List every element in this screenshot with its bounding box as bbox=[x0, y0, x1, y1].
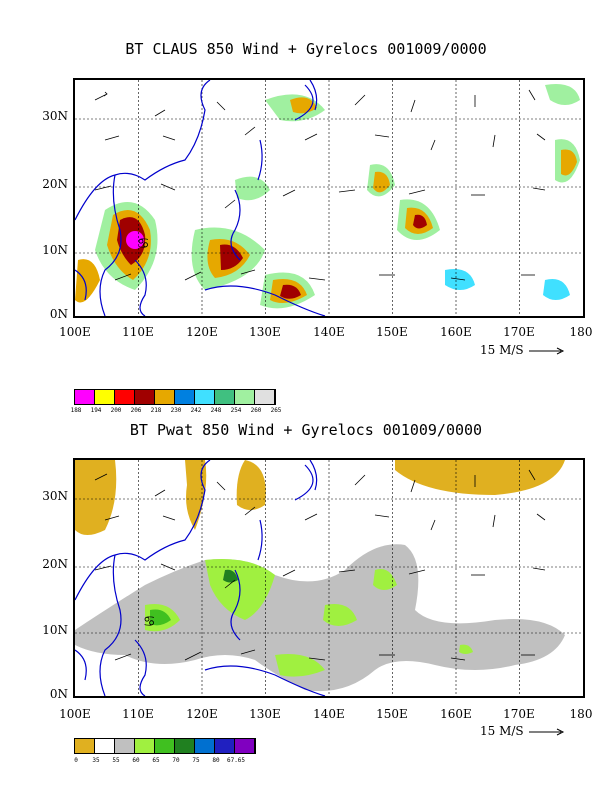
lon-120e: 120E bbox=[186, 325, 218, 339]
lon-140e: 140E bbox=[313, 325, 345, 339]
cb1-swatch bbox=[195, 390, 215, 404]
cb1-tick: 194 bbox=[90, 407, 102, 414]
cb2-tick: 0 bbox=[74, 757, 78, 764]
coastlines bbox=[75, 460, 326, 696]
scale-label-1: 15 M/S bbox=[480, 343, 565, 357]
lon-140e: 140E bbox=[313, 707, 345, 721]
cb1-swatch bbox=[155, 390, 175, 404]
cb2-swatch bbox=[175, 739, 195, 753]
cb2-swatch bbox=[75, 739, 95, 753]
cb2-tick: 55 bbox=[112, 757, 120, 764]
lat-30n: 30N bbox=[42, 489, 68, 503]
cb1-swatch bbox=[175, 390, 195, 404]
cb2-swatch bbox=[235, 739, 255, 753]
cb1-tick: 218 bbox=[150, 407, 162, 414]
cb1-tick: 206 bbox=[130, 407, 142, 414]
scale-label-2: 15 M/S bbox=[480, 724, 565, 738]
lon-180: 180 bbox=[569, 707, 593, 721]
cb1-tick: 265 bbox=[270, 407, 282, 414]
pwat-shading bbox=[75, 460, 565, 692]
cb1-tick: 242 bbox=[190, 407, 202, 414]
cb2-tick: 65 bbox=[152, 757, 160, 764]
cloud-shading bbox=[75, 84, 580, 309]
cb1-tick: 230 bbox=[170, 407, 182, 414]
cb1-tick: 254 bbox=[230, 407, 242, 414]
wind-vectors bbox=[94, 469, 546, 661]
lat-10n: 10N bbox=[42, 243, 68, 257]
lon-160e: 160E bbox=[440, 325, 472, 339]
scale-arrow-2 bbox=[529, 728, 565, 735]
lon-100e: 100E bbox=[59, 707, 91, 721]
cb1-swatch bbox=[235, 390, 255, 404]
cb2-swatch bbox=[155, 739, 175, 753]
cb1-swatch bbox=[135, 390, 155, 404]
cb1-swatch bbox=[215, 390, 235, 404]
lat-20n: 20N bbox=[42, 557, 68, 571]
lat-10n: 10N bbox=[42, 623, 68, 637]
cb1-swatch bbox=[115, 390, 135, 404]
lon-170e: 170E bbox=[503, 325, 535, 339]
scale-arrow-1 bbox=[529, 347, 565, 354]
cb2-swatch bbox=[95, 739, 115, 753]
wind-vectors bbox=[94, 89, 546, 281]
cb2-swatch bbox=[135, 739, 155, 753]
cb1-tick: 200 bbox=[110, 407, 122, 414]
graticule bbox=[75, 80, 583, 316]
lat-0n: 0N bbox=[49, 687, 68, 701]
lon-160e: 160E bbox=[440, 707, 472, 721]
cb2-swatch bbox=[215, 739, 235, 753]
cb2-swatch bbox=[115, 739, 135, 753]
lon-110e: 110E bbox=[122, 707, 154, 721]
lon-130e: 130E bbox=[249, 707, 281, 721]
cb1-tick: 188 bbox=[70, 407, 82, 414]
cb2-tick: 70 bbox=[172, 757, 180, 764]
scale-text-2: 15 M/S bbox=[480, 724, 524, 738]
cb2-tick: 80 bbox=[212, 757, 220, 764]
panel1-map: ♋ bbox=[73, 78, 585, 318]
lon-180: 180 bbox=[569, 325, 593, 339]
colorbar-1 bbox=[74, 389, 276, 405]
cb2-swatch bbox=[195, 739, 215, 753]
panel1-svg: ♋ bbox=[75, 80, 583, 316]
lon-100e: 100E bbox=[59, 325, 91, 339]
cb1-swatch bbox=[95, 390, 115, 404]
cb1-swatch bbox=[255, 390, 275, 404]
lon-110e: 110E bbox=[122, 325, 154, 339]
lon-120e: 120E bbox=[186, 707, 218, 721]
panel2-map: ♋ bbox=[73, 458, 585, 698]
panel1-title: BT CLAUS 850 Wind + Gyrelocs 001009/0000 bbox=[125, 40, 487, 58]
cb1-tick: 260 bbox=[250, 407, 262, 414]
colorbar-2 bbox=[74, 738, 256, 754]
storm-marker-1: ♋ bbox=[137, 236, 150, 252]
lon-170e: 170E bbox=[503, 707, 535, 721]
lon-150e: 150E bbox=[376, 325, 408, 339]
coastlines bbox=[75, 80, 326, 316]
scale-text-1: 15 M/S bbox=[480, 343, 524, 357]
cb2-tick: 35 bbox=[92, 757, 100, 764]
cb1-swatch bbox=[75, 390, 95, 404]
storm-marker-2: ♋ bbox=[143, 614, 156, 630]
lon-130e: 130E bbox=[249, 325, 281, 339]
cb1-tick: 248 bbox=[210, 407, 222, 414]
panel2-title: BT Pwat 850 Wind + Gyrelocs 001009/0000 bbox=[129, 421, 483, 439]
cb2-tick: 75 bbox=[192, 757, 200, 764]
panel2-svg: ♋ bbox=[75, 460, 583, 696]
lat-30n: 30N bbox=[42, 109, 68, 123]
lon-150e: 150E bbox=[376, 707, 408, 721]
cb2-tick: 60 bbox=[132, 757, 140, 764]
lat-0n: 0N bbox=[49, 307, 68, 321]
lat-20n: 20N bbox=[42, 177, 68, 191]
cb2-tick: 67.65 bbox=[226, 757, 246, 764]
graticule bbox=[75, 460, 583, 696]
